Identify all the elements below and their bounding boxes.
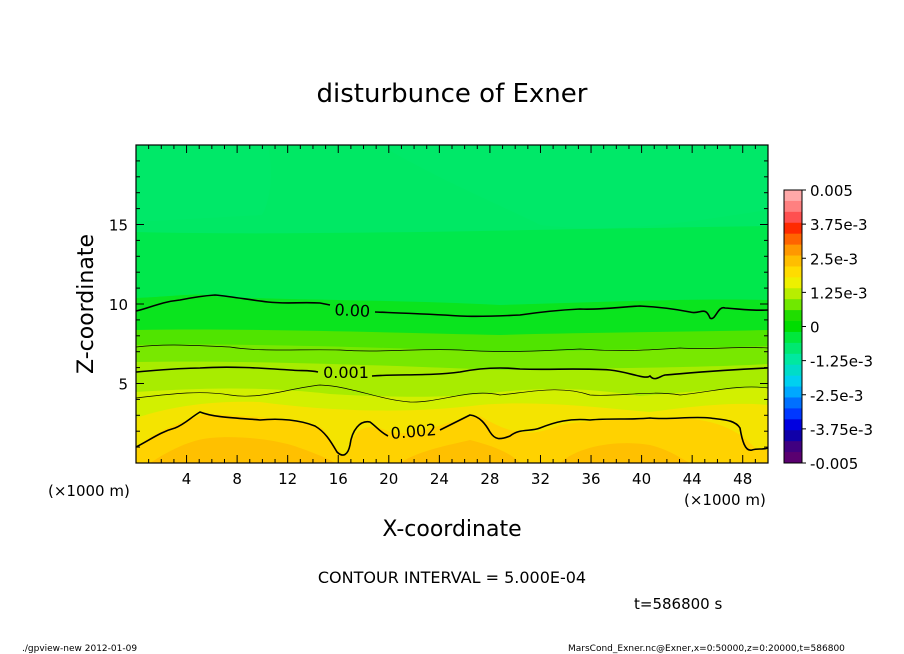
x-tick-label: 32 [531,470,550,488]
colorbar-label: 3.75e-3 [810,216,868,234]
colorbar-segment [784,452,802,464]
contour-line-0.001 [136,366,768,380]
x-unit-left: (×1000 m) [48,482,130,500]
colorbar-segment [784,397,802,409]
x-tick-label: 48 [733,470,752,488]
contour-lines [136,294,768,456]
colorbar-labels: 0.005 3.75e-3 2.5e-3 1.25e-3 0 -1.25e-3 -2.5e-… [802,182,873,473]
colorbar [783,189,803,464]
x-tick-label: 40 [632,470,651,488]
colorbar-segment [784,430,802,442]
time-text: t=586800 s [634,595,722,613]
x-tick-label: 44 [683,470,702,488]
footer-right: MarsCond_Exner.nc@Exner,x=0:50000,z=0:20… [568,644,845,654]
y-axis-label: Z-coordinate [74,234,99,374]
colorbar-segment [784,255,802,267]
x-axis-ticks: 4 8 12 16 20 24 28 32 36 40 44 48 [148,145,756,488]
colorbar-segment [784,441,802,453]
contour-label-1: 0.001 [323,363,369,382]
y-axis-ticks: 5 10 15 [109,160,768,448]
chart-title: disturbunce of Exner [317,79,588,109]
colorbar-label: -3.75e-3 [810,421,873,439]
x-tick-label: 16 [329,470,348,488]
contour-line-thin-2 [136,384,768,403]
colorbar-label: 0 [810,319,820,337]
colorbar-segment [784,299,802,311]
colorbar-segment [784,200,802,213]
colorbar-segment [784,321,802,333]
colorbar-segment [784,244,802,257]
colorbar-segment [784,386,802,398]
y-tick-label: 15 [109,217,128,235]
band-8 [150,437,690,463]
footer-left: ./gpview-new 2012-01-09 [22,644,137,654]
colorbar-segment [784,222,802,235]
colorbar-label: 0.005 [810,182,853,200]
colorbar-segment [784,408,802,420]
y-tick-label: 10 [109,296,128,314]
colorbar-label: -2.5e-3 [810,387,863,405]
x-tick-label: 12 [278,470,297,488]
contour-label-2: 0.002 [390,420,437,443]
colorbar-label: -1.25e-3 [810,353,873,371]
contour-line-0.00 [136,294,768,320]
colorbar-segment [784,342,802,355]
x-tick-label: 20 [379,470,398,488]
colorbar-segment [784,310,802,322]
x-tick-label: 8 [232,470,242,488]
band-upper-light [136,145,768,229]
x-axis-label: X-coordinate [382,517,521,542]
colorbar-segment [784,266,802,278]
y-tick-label: 5 [118,376,128,394]
x-unit-right: (×1000 m) [684,491,766,509]
x-tick-label: 36 [581,470,600,488]
colorbar-label: 1.25e-3 [810,284,868,302]
contour-line-thin-1 [136,344,768,352]
contour-label-0: 0.00 [334,300,371,321]
colorbar-label: -0.005 [810,455,858,473]
colorbar-segment [784,419,802,431]
x-tick-label: 4 [182,470,192,488]
plot-area [136,145,768,463]
colorbar-segment [784,288,802,300]
colorbar-label: 2.5e-3 [810,250,858,268]
colorbar-segment [784,277,802,289]
contour-line-0.002 [136,411,768,456]
colorbar-segment [784,331,802,344]
colorbar-segment [784,353,802,366]
colorbar-segment [784,190,802,202]
x-tick-label: 24 [430,470,449,488]
x-tick-label: 28 [480,470,499,488]
colorbar-segment [784,233,802,246]
contour-interval-text: CONTOUR INTERVAL = 5.000E-04 [318,568,586,587]
colorbar-segment [784,364,802,377]
colorbar-segment [784,375,802,388]
colorbar-segment [784,211,802,224]
